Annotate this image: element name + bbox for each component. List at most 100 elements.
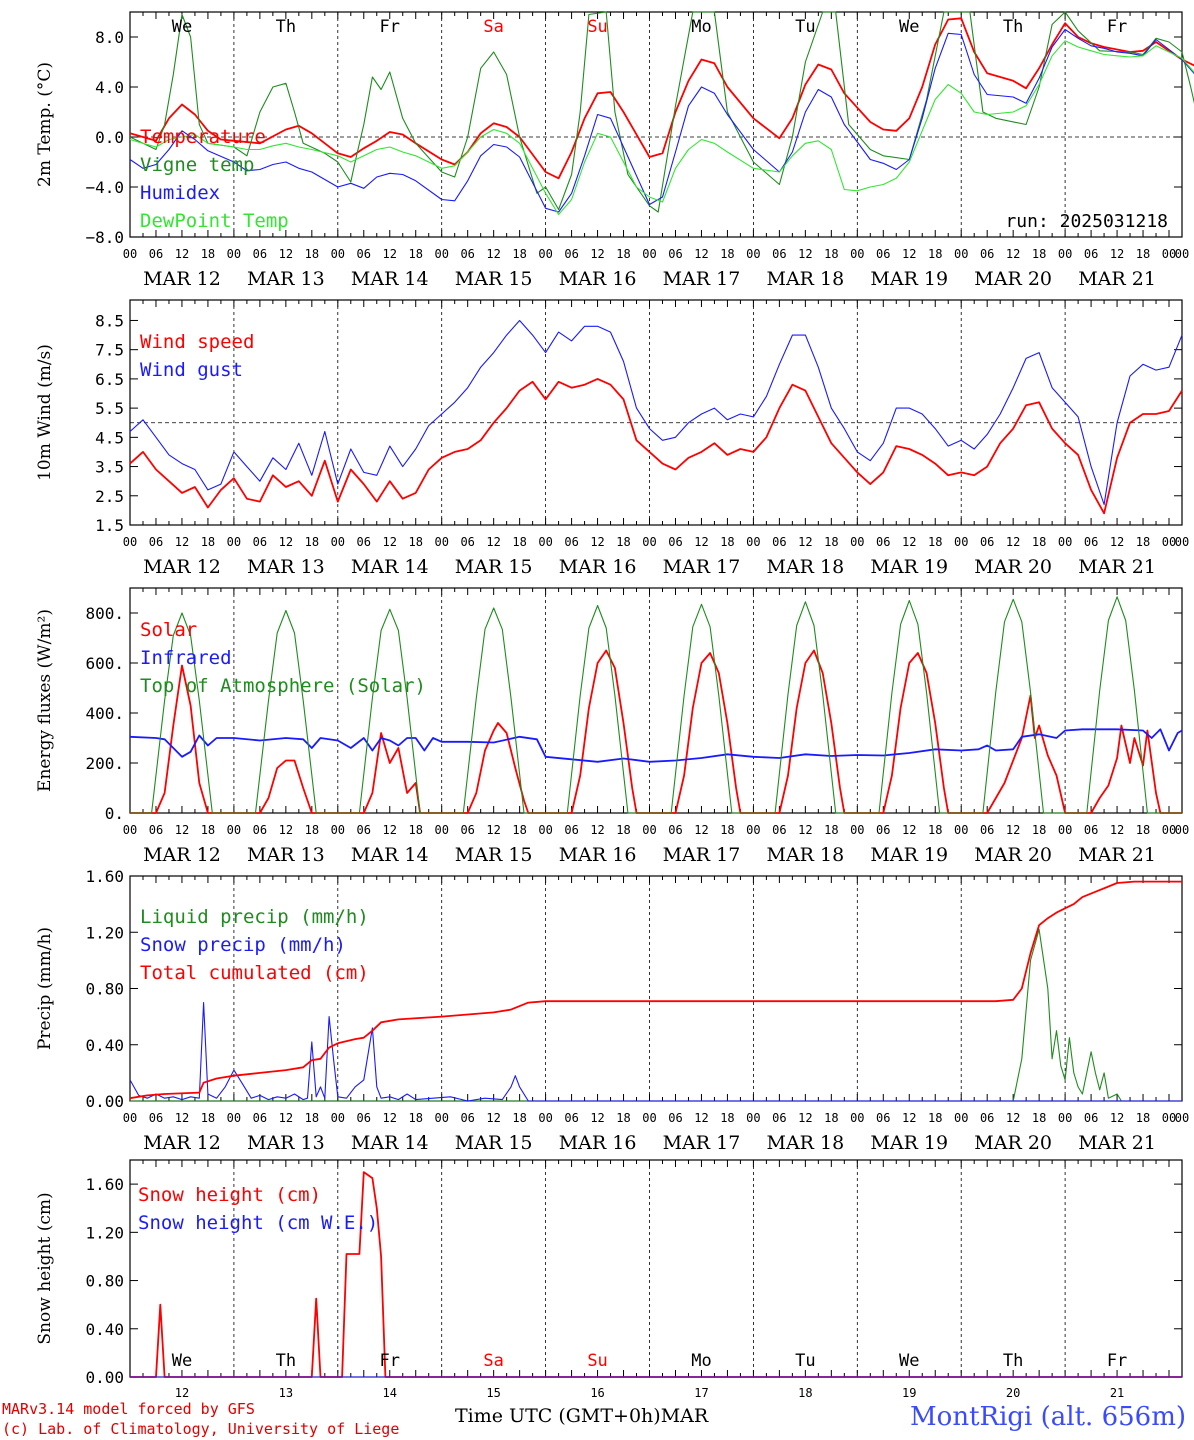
- legend-entry: Total cumulated (cm): [140, 962, 369, 984]
- hour-tick-label: 00: [227, 535, 241, 549]
- date-label: MAR 20: [974, 1132, 1052, 1154]
- hour-tick-label: 06: [1084, 823, 1098, 837]
- date-label: MAR 21: [1078, 556, 1156, 578]
- series-line-liquid-precip-mm-h-: [130, 928, 1182, 1102]
- hour-tick-label: 18: [1136, 535, 1150, 549]
- plot-frame: [129, 587, 1183, 814]
- series-line-infrared: [129, 728, 1183, 763]
- hour-tick-label: 18: [512, 823, 526, 837]
- hour-tick-label: 06: [253, 823, 267, 837]
- hour-tick-label: 00: [227, 247, 241, 261]
- hour-tick-label: 06: [668, 535, 682, 549]
- hour-tick-label: 18: [928, 247, 942, 261]
- legend-entry: Vigne temp: [140, 154, 254, 176]
- weekday-label: Sa: [483, 1351, 503, 1371]
- panel-4: [129, 875, 1183, 1102]
- hour-tick-label: 18: [616, 1111, 630, 1125]
- weekday-label: We: [899, 17, 919, 37]
- hour-tick-label: 18: [1032, 1111, 1046, 1125]
- hour-tick-label: 06: [149, 1111, 163, 1125]
- hour-tick-label: 06: [149, 535, 163, 549]
- hour-tick-label: 18: [409, 535, 423, 549]
- hour-tick-label: 00: [331, 823, 345, 837]
- hour-tick-label: 12: [590, 1111, 604, 1125]
- hour-tick-label: 18: [1136, 1111, 1150, 1125]
- date-label: MAR 13: [247, 556, 325, 578]
- date-label: MAR 16: [559, 268, 637, 290]
- hour-tick-label: 18: [409, 823, 423, 837]
- hour-tick-label: 12: [902, 247, 916, 261]
- date-label: MAR 17: [663, 556, 741, 578]
- y-tick-label: 0.00: [85, 1092, 124, 1111]
- y-tick-label: −4.0: [85, 178, 124, 197]
- hour-tick-label: 00: [1058, 823, 1072, 837]
- date-label: MAR 20: [974, 556, 1052, 578]
- run-label: run: 2025031218: [1005, 211, 1168, 232]
- date-label: MAR 12: [143, 268, 221, 290]
- date-label: MAR 17: [663, 268, 741, 290]
- hour-tick-label: 00: [850, 535, 864, 549]
- hour-tick-label: 00: [1162, 535, 1176, 549]
- hour-tick-label: 00: [642, 1111, 656, 1125]
- legend-entry: Temperature: [140, 126, 266, 148]
- legend-entry: Snow height (cm): [138, 1184, 321, 1206]
- y-tick-label: 0.40: [85, 1320, 124, 1339]
- hour-tick-label: 00: [331, 247, 345, 261]
- legend-entry: Snow precip (mm/h): [140, 934, 346, 956]
- hour-tick-label: 06: [564, 1111, 578, 1125]
- hour-tick-label: 00: [123, 823, 137, 837]
- hour-tick-label: 00: [434, 535, 448, 549]
- y-tick-label: 8.0: [95, 28, 124, 47]
- hour-tick-label: 06: [357, 535, 371, 549]
- hour-tick-label: 12: [798, 1111, 812, 1125]
- hour-tick-label: 18: [201, 247, 215, 261]
- hour-tick-label: 18: [1032, 535, 1046, 549]
- hour-tick-label: 18: [616, 823, 630, 837]
- series-line-top-of-atmosphere-solar-: [130, 596, 1182, 814]
- legend-entry: Humidex: [140, 182, 220, 204]
- date-label: MAR 14: [351, 556, 429, 578]
- legend-entry: Snow height (cm W.E.): [138, 1212, 378, 1234]
- y-tick-label: 400.: [85, 704, 124, 723]
- y-tick-label: 6.5: [95, 370, 124, 389]
- hour-tick-label: 00: [746, 535, 760, 549]
- date-label: MAR 12: [143, 844, 221, 866]
- y-axis-label: Snow height (cm): [35, 1192, 55, 1344]
- hour-tick-label: 12: [383, 823, 397, 837]
- date-label: MAR 18: [767, 268, 845, 290]
- hour-tick-label: 12: [175, 1111, 189, 1125]
- weekday-label: Fr: [380, 17, 400, 37]
- y-tick-label: 1.20: [85, 923, 124, 942]
- y-tick-label: 7.5: [95, 341, 124, 360]
- hour-tick-label: 00: [850, 247, 864, 261]
- weekday-label: Fr: [1107, 1351, 1127, 1371]
- y-tick-label: 0.80: [85, 1272, 124, 1291]
- hour-tick-label: 12: [1110, 1111, 1124, 1125]
- date-label: MAR 12: [143, 556, 221, 578]
- day-number-label: 15: [486, 1386, 500, 1400]
- date-label: MAR 19: [870, 844, 948, 866]
- date-label: MAR 19: [870, 1132, 948, 1154]
- day-number-label: 12: [175, 1386, 189, 1400]
- hour-tick-label: 00: [227, 823, 241, 837]
- hour-tick-label: 00: [954, 1111, 968, 1125]
- hour-tick-label: 18: [305, 535, 319, 549]
- date-label: MAR 18: [767, 1132, 845, 1154]
- hour-tick-label: 00: [434, 823, 448, 837]
- hour-tick-label: 12: [1006, 535, 1020, 549]
- hour-tick-label: 12: [486, 1111, 500, 1125]
- date-label: MAR 20: [974, 268, 1052, 290]
- hour-tick-label: 12: [279, 1111, 293, 1125]
- hour-tick-label: 00: [1162, 247, 1176, 261]
- y-tick-label: 1.5: [95, 516, 124, 535]
- weekday-label: We: [899, 1351, 919, 1371]
- date-label: MAR 21: [1078, 844, 1156, 866]
- date-label: MAR 18: [767, 556, 845, 578]
- date-label: MAR 19: [870, 268, 948, 290]
- hour-tick-label: 06: [357, 247, 371, 261]
- hour-tick-label: 00: [538, 823, 552, 837]
- hour-tick-label: 06: [1084, 1111, 1098, 1125]
- hour-tick-label: 18: [824, 535, 838, 549]
- hour-tick-label: 06: [876, 247, 890, 261]
- hour-tick-label: 12: [383, 1111, 397, 1125]
